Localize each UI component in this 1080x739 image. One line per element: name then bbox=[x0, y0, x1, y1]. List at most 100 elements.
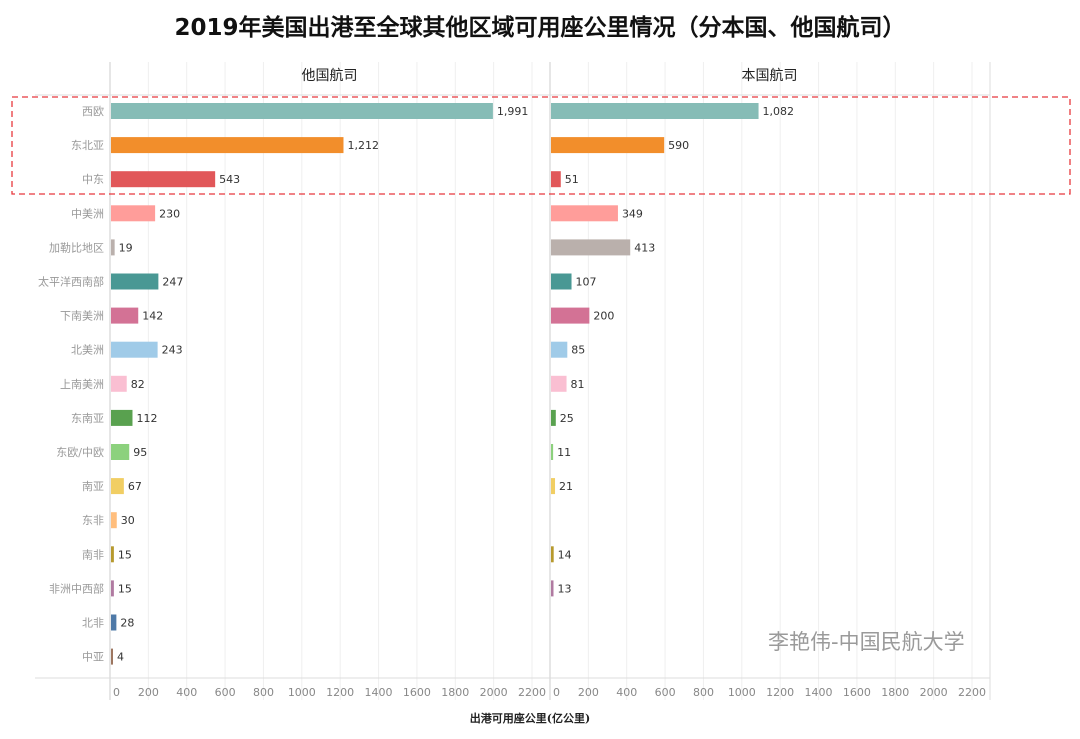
data-label: 82 bbox=[131, 378, 145, 391]
bar-中美洲 bbox=[111, 205, 156, 222]
data-label: 95 bbox=[133, 446, 147, 459]
x-tick-label: 1200 bbox=[766, 686, 794, 699]
bar-北美洲 bbox=[111, 341, 158, 358]
bar-上南美洲 bbox=[111, 375, 127, 392]
x-tick-label: 200 bbox=[578, 686, 599, 699]
data-label: 247 bbox=[162, 276, 183, 289]
bar-南亚 bbox=[111, 478, 124, 495]
data-label: 243 bbox=[162, 344, 183, 357]
bar-北美洲 bbox=[551, 341, 568, 358]
bar-西欧 bbox=[111, 103, 493, 119]
x-tick-label: 2200 bbox=[518, 686, 546, 699]
data-label: 51 bbox=[565, 173, 579, 186]
data-label: 1,991 bbox=[497, 105, 529, 118]
data-label: 1,082 bbox=[763, 105, 795, 118]
x-tick-label: 1000 bbox=[288, 686, 316, 699]
bar-东南亚 bbox=[111, 409, 133, 426]
x-tick-label: 600 bbox=[655, 686, 676, 699]
category-label: 东欧/中欧 bbox=[56, 446, 104, 459]
x-tick-label: 1800 bbox=[441, 686, 469, 699]
bar-南亚 bbox=[551, 478, 556, 495]
category-label: 中美洲 bbox=[71, 207, 104, 220]
x-tick-label: 2000 bbox=[920, 686, 948, 699]
x-tick-label: 1200 bbox=[326, 686, 354, 699]
x-tick-label: 1600 bbox=[843, 686, 871, 699]
bar-东欧/中欧 bbox=[111, 444, 130, 460]
bar-加勒比地区 bbox=[111, 239, 115, 256]
bar-西欧 bbox=[551, 103, 759, 119]
category-label: 上南美洲 bbox=[60, 378, 104, 391]
bar-中美洲 bbox=[551, 205, 618, 222]
data-label: 19 bbox=[119, 241, 133, 254]
x-tick-label: 1600 bbox=[403, 686, 431, 699]
bar-东非 bbox=[111, 512, 117, 529]
bar-非洲中西部 bbox=[111, 580, 114, 597]
chart-title: 2019年美国出港至全球其他区域可用座公里情况（分本国、他国航司） bbox=[174, 15, 906, 41]
category-label: 非洲中西部 bbox=[49, 581, 104, 595]
bar-中东 bbox=[551, 171, 561, 188]
x-tick-label: 200 bbox=[138, 686, 159, 699]
x-axis-title: 出港可用座公里(亿公里) bbox=[470, 711, 590, 725]
data-label: 1,212 bbox=[347, 139, 379, 152]
x-tick-label: 2200 bbox=[958, 686, 986, 699]
bar-北非 bbox=[111, 614, 117, 631]
bar-东欧/中欧 bbox=[551, 444, 554, 460]
data-label: 413 bbox=[634, 241, 655, 254]
panel-header: 他国航司 bbox=[302, 68, 358, 84]
data-label: 25 bbox=[560, 412, 574, 425]
category-label: 东北亚 bbox=[71, 139, 104, 152]
data-label: 21 bbox=[559, 480, 573, 493]
bar-东北亚 bbox=[111, 137, 344, 154]
x-tick-label: 2000 bbox=[480, 686, 508, 699]
data-label: 230 bbox=[159, 207, 180, 220]
x-tick-label: 1000 bbox=[728, 686, 756, 699]
data-label: 543 bbox=[219, 173, 240, 186]
category-label: 北美洲 bbox=[71, 344, 104, 357]
bar-太平洋西南部 bbox=[551, 273, 572, 290]
x-tick-label: 400 bbox=[176, 686, 197, 699]
data-label: 590 bbox=[668, 139, 689, 152]
data-label: 142 bbox=[142, 310, 163, 323]
x-tick-label: 1800 bbox=[881, 686, 909, 699]
category-label: 中东 bbox=[82, 173, 104, 186]
bar-下南美洲 bbox=[551, 307, 590, 324]
data-label: 81 bbox=[571, 378, 585, 391]
category-label: 北非 bbox=[82, 617, 104, 630]
bar-太平洋西南部 bbox=[111, 273, 159, 290]
bar-南非 bbox=[551, 546, 554, 563]
data-label: 30 bbox=[121, 514, 135, 527]
bar-非洲中西部 bbox=[551, 580, 554, 597]
category-label: 中亚 bbox=[82, 651, 104, 664]
x-tick-label: 800 bbox=[693, 686, 714, 699]
bar-加勒比地区 bbox=[551, 239, 631, 256]
x-tick-label: 600 bbox=[215, 686, 236, 699]
bar-东南亚 bbox=[551, 409, 556, 426]
category-label: 南亚 bbox=[82, 480, 104, 493]
data-label: 349 bbox=[622, 207, 643, 220]
x-tick-label: 1400 bbox=[805, 686, 833, 699]
data-label: 4 bbox=[117, 651, 124, 664]
bar-中东 bbox=[111, 171, 216, 188]
category-label: 下南美洲 bbox=[60, 310, 104, 323]
category-label: 太平洋西南部 bbox=[38, 275, 104, 289]
bar-南非 bbox=[111, 546, 114, 563]
data-label: 67 bbox=[128, 480, 142, 493]
category-label: 西欧 bbox=[82, 105, 104, 118]
watermark: 李艳伟-中国民航大学 bbox=[768, 630, 965, 654]
data-label: 28 bbox=[120, 617, 134, 630]
data-label: 13 bbox=[557, 582, 571, 595]
data-label: 107 bbox=[576, 276, 597, 289]
data-label: 11 bbox=[557, 446, 571, 459]
category-label: 南非 bbox=[82, 548, 104, 561]
data-label: 14 bbox=[558, 548, 572, 561]
data-label: 15 bbox=[118, 582, 132, 595]
highlight-box bbox=[11, 96, 1071, 195]
bar-东北亚 bbox=[551, 137, 665, 154]
data-label: 85 bbox=[571, 344, 585, 357]
x-tick-label: 400 bbox=[616, 686, 637, 699]
x-tick-label: 1400 bbox=[365, 686, 393, 699]
category-label: 加勒比地区 bbox=[49, 241, 104, 254]
category-label: 东南亚 bbox=[71, 412, 104, 425]
